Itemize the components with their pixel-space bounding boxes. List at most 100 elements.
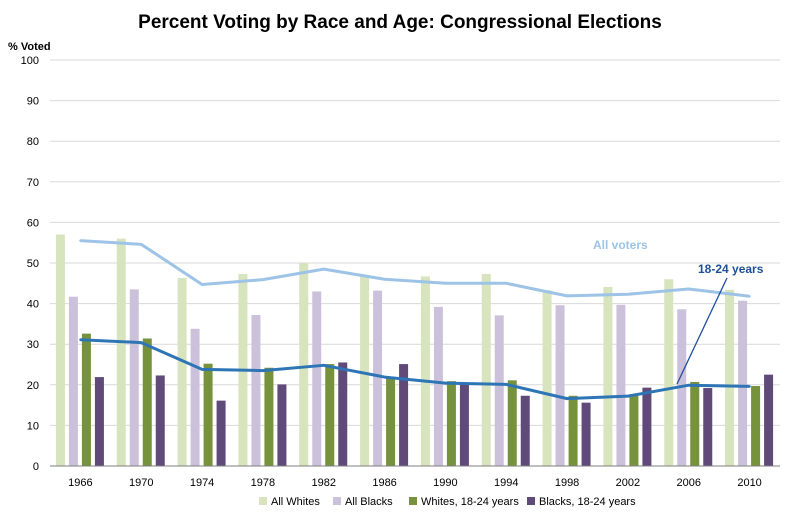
axes: 0 10 20 30 40 50 60 70 80 90 100 1966 1970 1974 1978 19… — [21, 55, 780, 489]
y-tick-label: 100 — [21, 55, 39, 67]
bar-all-whites-1970 — [116, 238, 126, 466]
bar-whites-18-24-years-2002 — [629, 394, 639, 466]
x-tick-label: 1998 — [555, 477, 579, 489]
bar-whites-18-24-years-1966 — [81, 333, 91, 466]
bar-all-whites-1998 — [542, 290, 552, 466]
bar-whites-18-24-years-1970 — [142, 338, 152, 466]
point-18-24-years-1986 — [383, 375, 386, 379]
bar-all-blacks-1978 — [251, 314, 261, 466]
y-tick-label: 90 — [27, 96, 39, 108]
bar-all-blacks-1970 — [129, 289, 139, 466]
point-18-24-years-2006 — [687, 384, 690, 387]
line-18-24-years — [80, 338, 750, 401]
bar-blacks-18-24-years-1986 — [399, 364, 409, 466]
point-18-24-years-2002 — [626, 394, 630, 398]
bar-all-blacks-1974 — [190, 328, 200, 466]
bar-blacks-18-24-years-1966 — [94, 377, 104, 466]
bar-whites-18-24-years-2006 — [690, 381, 700, 466]
bar-blacks-18-24-years-1990 — [459, 383, 469, 466]
y-axis-label: % Voted — [8, 41, 51, 53]
bar-all-blacks-2010 — [738, 300, 748, 466]
line-all-voters — [80, 239, 750, 298]
x-tick-label: 1986 — [372, 477, 396, 489]
point-all-voters-1970 — [140, 243, 143, 246]
bar-all-blacks-1986 — [373, 290, 383, 466]
point-all-voters-1994 — [505, 282, 508, 285]
point-18-24-years-1994 — [505, 383, 508, 386]
x-tick-label: 1994 — [494, 477, 518, 489]
point-18-24-years-1990 — [444, 381, 447, 385]
bar-blacks-18-24-years-1998 — [581, 402, 591, 466]
bar-all-whites-1966 — [55, 234, 65, 466]
x-tick-label: 1990 — [433, 477, 457, 489]
bar-blacks-18-24-years-1970 — [155, 375, 165, 466]
bar-whites-18-24-years-1998 — [568, 395, 578, 466]
series-whites-18-24-years — [81, 333, 761, 466]
point-18-24-years-1998 — [565, 397, 569, 400]
y-tick-label: 80 — [27, 136, 39, 148]
bar-all-whites-1990 — [420, 276, 430, 466]
y-tick-label: 70 — [27, 177, 39, 189]
legend-label: Whites, 18-24 years — [421, 496, 519, 508]
point-all-voters-2010 — [748, 295, 751, 298]
bar-whites-18-24-years-2010 — [751, 386, 761, 466]
legend-swatch — [259, 497, 267, 505]
bar-all-blacks-1998 — [555, 305, 565, 466]
bar-whites-18-24-years-1982 — [325, 364, 335, 466]
x-tick-label: 2002 — [616, 477, 640, 489]
x-tick-label: 2006 — [677, 477, 701, 489]
bar-all-whites-1974 — [177, 278, 187, 466]
point-all-voters-1974 — [200, 283, 204, 286]
legend-label: All Blacks — [345, 496, 393, 508]
y-tick-label: 0 — [33, 461, 39, 473]
x-tick-label: 2010 — [737, 477, 761, 489]
bars — [55, 234, 774, 466]
legend-label: Blacks, 18-24 years — [539, 496, 636, 508]
legend-label: All Whites — [271, 496, 320, 508]
x-tick-label: 1970 — [129, 477, 153, 489]
chart-title: Percent Voting by Race and Age: Congress… — [138, 12, 662, 33]
bar-all-blacks-1966 — [68, 296, 78, 466]
bar-whites-18-24-years-1986 — [386, 377, 396, 466]
bar-all-whites-1982 — [299, 263, 309, 466]
point-all-voters-1990 — [444, 282, 447, 285]
point-all-voters-1986 — [383, 278, 386, 281]
bar-blacks-18-24-years-2006 — [703, 388, 713, 466]
bar-whites-18-24-years-1974 — [203, 363, 213, 466]
point-all-voters-2002 — [626, 293, 630, 296]
x-tick-label: 1982 — [312, 477, 336, 489]
annotation-18-24-years-pointer — [676, 277, 728, 385]
y-tick-label: 40 — [27, 299, 39, 311]
bar-blacks-18-24-years-2010 — [764, 374, 774, 466]
legend-swatch — [333, 497, 341, 505]
point-18-24-years-1978 — [261, 369, 265, 372]
series-blacks-18-24-years — [94, 362, 774, 466]
point-all-voters-1998 — [565, 294, 569, 298]
y-tick-label: 60 — [27, 217, 39, 229]
lines — [79, 239, 751, 401]
annotations: All voters 18-24 years — [593, 238, 764, 385]
bar-whites-18-24-years-1990 — [446, 381, 456, 466]
x-tick-label: 1966 — [68, 477, 92, 489]
bar-all-blacks-1994 — [494, 315, 504, 466]
bar-all-whites-1986 — [360, 275, 370, 466]
bar-blacks-18-24-years-1974 — [216, 400, 226, 466]
bar-all-blacks-2002 — [616, 304, 626, 466]
legend-swatch — [409, 497, 417, 505]
point-18-24-years-2010 — [748, 385, 751, 388]
bar-whites-18-24-years-1994 — [507, 380, 517, 466]
y-tick-label: 10 — [27, 420, 39, 432]
legend-item-blacks-18-24-years: Blacks, 18-24 years — [527, 496, 636, 508]
point-18-24-years-1982 — [322, 364, 325, 367]
point-18-24-years-1970 — [140, 341, 143, 344]
x-tick-label: 1978 — [251, 477, 275, 489]
bar-all-blacks-1990 — [433, 306, 443, 466]
bar-all-whites-2010 — [725, 289, 735, 466]
bar-whites-18-24-years-1978 — [264, 367, 274, 466]
annotation-all-voters: All voters — [593, 238, 648, 252]
bar-all-blacks-1982 — [312, 291, 322, 466]
point-all-voters-2006 — [687, 287, 690, 291]
bar-blacks-18-24-years-1994 — [520, 395, 530, 466]
point-all-voters-1966 — [79, 239, 82, 242]
